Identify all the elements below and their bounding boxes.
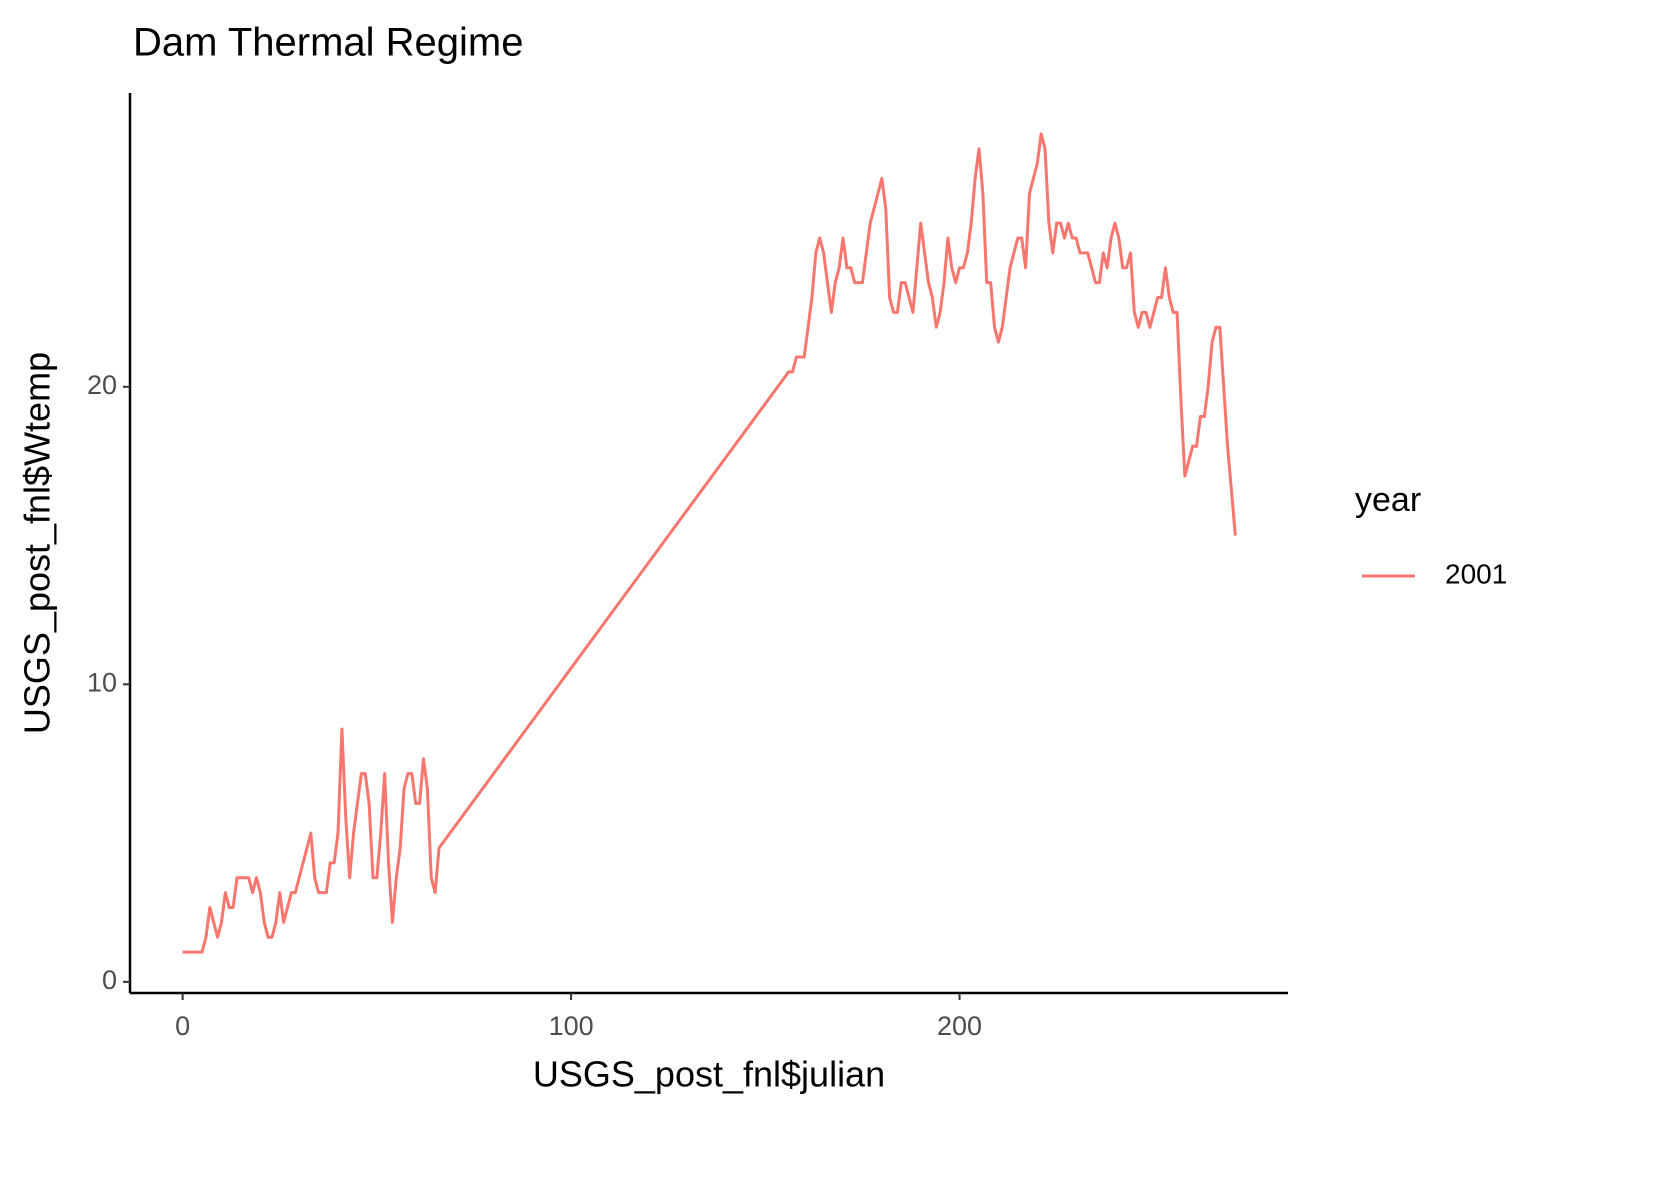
x-axis-label: USGS_post_fnl$julian — [533, 1054, 885, 1095]
y-tick-label: 20 — [87, 370, 117, 400]
y-axis-label: USGS_post_fnl$Wtemp — [17, 352, 58, 734]
x-tick-label: 200 — [937, 1011, 982, 1041]
chart-title: Dam Thermal Regime — [133, 21, 524, 65]
x-tick-label: 100 — [549, 1011, 594, 1041]
y-tick-label: 0 — [102, 965, 117, 995]
legend-title: year — [1355, 481, 1421, 519]
y-tick-label: 10 — [87, 667, 117, 697]
line-series — [182, 132, 1237, 954]
legend-label: 2001 — [1445, 558, 1507, 589]
x-tick-label: 0 — [175, 1011, 190, 1041]
